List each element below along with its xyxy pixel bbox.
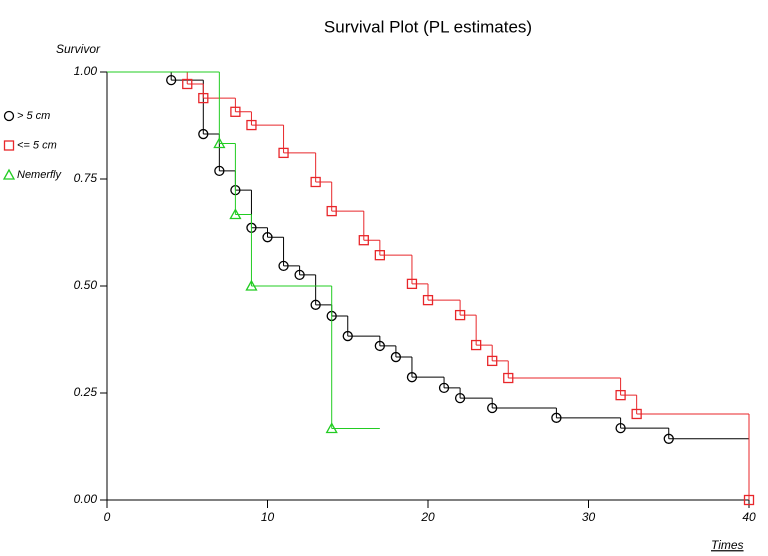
event-marker xyxy=(198,92,209,104)
chart-title: Survival Plot (PL estimates) xyxy=(324,17,532,36)
event-marker xyxy=(245,279,258,291)
event-marker xyxy=(743,494,755,506)
x-tick-label: 10 xyxy=(261,510,275,524)
event-marker xyxy=(294,269,305,281)
legend-label: > 5 cm xyxy=(17,110,50,122)
event-marker xyxy=(454,392,466,404)
event-marker xyxy=(325,422,338,434)
event-marker xyxy=(198,128,209,140)
event-marker xyxy=(358,235,369,246)
y-tick-label: 0.25 xyxy=(74,385,98,399)
event-marker xyxy=(166,74,177,86)
event-marker xyxy=(230,106,241,117)
event-marker xyxy=(310,299,321,310)
event-marker xyxy=(374,250,386,261)
x-tick-label: 40 xyxy=(742,510,756,524)
event-marker xyxy=(454,309,466,321)
event-marker xyxy=(406,372,418,383)
legend-marker xyxy=(2,168,16,180)
event-marker xyxy=(374,340,386,352)
legend-label: <= 5 cm xyxy=(17,139,57,151)
event-marker xyxy=(213,137,226,149)
event-marker xyxy=(278,260,289,272)
event-marker xyxy=(310,176,321,188)
legend-label: Nemerfly xyxy=(17,169,63,181)
x-tick-label: 30 xyxy=(582,510,596,524)
event-marker xyxy=(390,351,402,363)
event-marker xyxy=(278,147,289,159)
event-marker xyxy=(615,422,626,434)
x-tick-label: 0 xyxy=(104,510,111,524)
y-tick-label: 0.00 xyxy=(74,492,98,506)
event-marker xyxy=(438,382,450,394)
event-marker xyxy=(229,208,242,220)
event-marker xyxy=(246,119,257,131)
event-marker xyxy=(470,339,482,351)
x-axis-label: Times xyxy=(711,538,744,552)
event-marker xyxy=(487,402,498,414)
event-marker xyxy=(182,78,193,90)
y-tick-label: 0.50 xyxy=(74,278,98,292)
x-tick-label: 20 xyxy=(420,510,435,524)
event-marker xyxy=(406,278,418,290)
event-marker xyxy=(503,372,514,384)
event-marker xyxy=(663,433,674,444)
event-marker xyxy=(342,330,353,342)
event-marker xyxy=(422,294,434,306)
event-marker xyxy=(326,205,337,217)
y-tick-label: 0.75 xyxy=(74,171,98,185)
event-marker xyxy=(615,389,626,401)
y-tick-label: 1.00 xyxy=(74,64,98,78)
legend-marker xyxy=(3,110,15,122)
event-marker xyxy=(214,165,225,177)
event-marker xyxy=(262,232,273,243)
event-marker xyxy=(487,355,498,367)
event-marker xyxy=(551,412,562,423)
legend-marker xyxy=(3,140,15,151)
y-axis-label: Survivor xyxy=(56,42,101,56)
event-marker xyxy=(631,408,642,420)
